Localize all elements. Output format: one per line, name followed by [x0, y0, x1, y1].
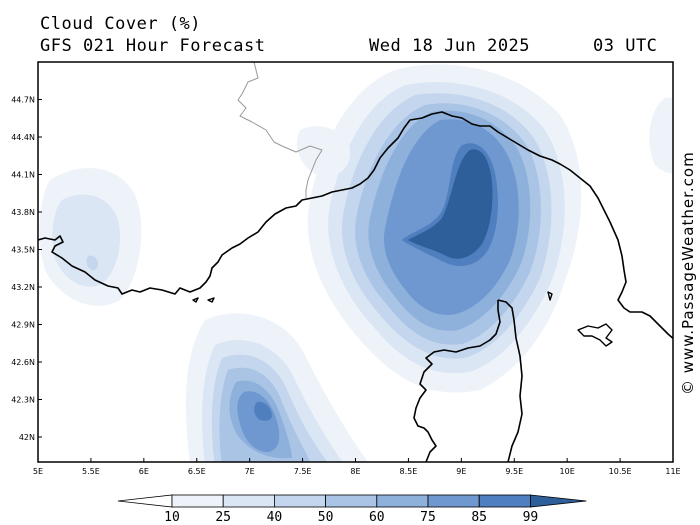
colorbar-segment — [273, 494, 326, 508]
lon-tick-label: 9E — [456, 467, 466, 476]
lon-tick-label: 7.5E — [294, 467, 312, 476]
lon-tick-label: 10E — [560, 467, 575, 476]
lon-tick-label: 5.5E — [82, 467, 100, 476]
lat-tick-label: 44.1N — [11, 171, 35, 180]
island-capraia — [547, 291, 553, 301]
colorbar-label: 60 — [369, 510, 385, 525]
forecast-time: 03 UTC — [593, 36, 658, 56]
lat-tick-label: 42.3N — [11, 396, 35, 405]
lon-tick-label: 8.5E — [400, 467, 418, 476]
cloud-mass-south — [185, 313, 368, 462]
forecast-subtitle: GFS 021 Hour Forecast — [40, 36, 266, 56]
longitude-axis: 5E 5.5E 6E 6.5E 7E 7.5E 8E 8.5E 9E 9.5E 10E 10.5E 11… — [33, 458, 681, 476]
forecast-date: Wed 18 Jun 2025 — [369, 36, 531, 56]
site-credit: © www.PassageWeather.com — [679, 151, 697, 395]
border-france-italy — [237, 62, 323, 198]
lon-tick-label: 11E — [665, 467, 680, 476]
colorbar-label: 10 — [164, 510, 180, 525]
lat-tick-label: 44.4N — [11, 133, 35, 142]
lat-tick-label: 43.8N — [11, 208, 35, 217]
lon-tick-label: 8E — [350, 467, 360, 476]
coastlines — [38, 62, 673, 462]
lon-tick-label: 6E — [139, 467, 149, 476]
colorbar-segment — [376, 494, 429, 508]
colorbar-label: 99 — [523, 510, 539, 525]
lat-tick-label: 42.6N — [11, 358, 35, 367]
colorbar-label: 85 — [471, 510, 487, 525]
lat-tick-label: 42.9N — [11, 321, 35, 330]
lon-tick-label: 5E — [33, 467, 43, 476]
island-elba — [577, 323, 613, 347]
colorbar-segment — [427, 494, 480, 508]
chart-title: Cloud Cover (%) — [40, 14, 202, 34]
colorbar-segment — [222, 494, 275, 508]
lat-tick-label: 43.5N — [11, 246, 35, 255]
colorbar-label: 50 — [318, 510, 334, 525]
lon-tick-label: 10.5E — [609, 467, 632, 476]
latitude-axis: 44.7N 44.4N 44.1N 43.8N 43.5N 43.2N 42.9N 42.6N… — [11, 96, 42, 442]
colorbar-segment — [530, 494, 587, 508]
lon-tick-label: 7E — [245, 467, 255, 476]
lon-tick-label: 6.5E — [188, 467, 206, 476]
colorbar-label: 40 — [267, 510, 283, 525]
lon-tick-label: 9.5E — [505, 467, 523, 476]
cloud-mass-genoa — [296, 126, 351, 177]
colorbar-segment — [117, 494, 173, 508]
cloud-cover-colorbar: 10 25 40 50 60 75 85 99 — [117, 494, 587, 525]
colorbar-segment — [325, 494, 378, 508]
lat-tick-label: 43.2N — [11, 283, 35, 292]
island-hyeres-1 — [192, 297, 199, 303]
island-hyeres-2 — [207, 297, 215, 303]
cloud-mass-east — [649, 97, 673, 174]
colorbar-label: 75 — [420, 510, 436, 525]
colorbar-segment — [478, 494, 531, 508]
colorbar-segment — [171, 494, 224, 508]
colorbar-label: 25 — [215, 510, 231, 525]
coastline-corsica — [413, 299, 523, 462]
coastline-mainland — [38, 111, 673, 340]
lat-tick-label: 42N — [19, 433, 35, 442]
lat-tick-label: 44.7N — [11, 96, 35, 105]
